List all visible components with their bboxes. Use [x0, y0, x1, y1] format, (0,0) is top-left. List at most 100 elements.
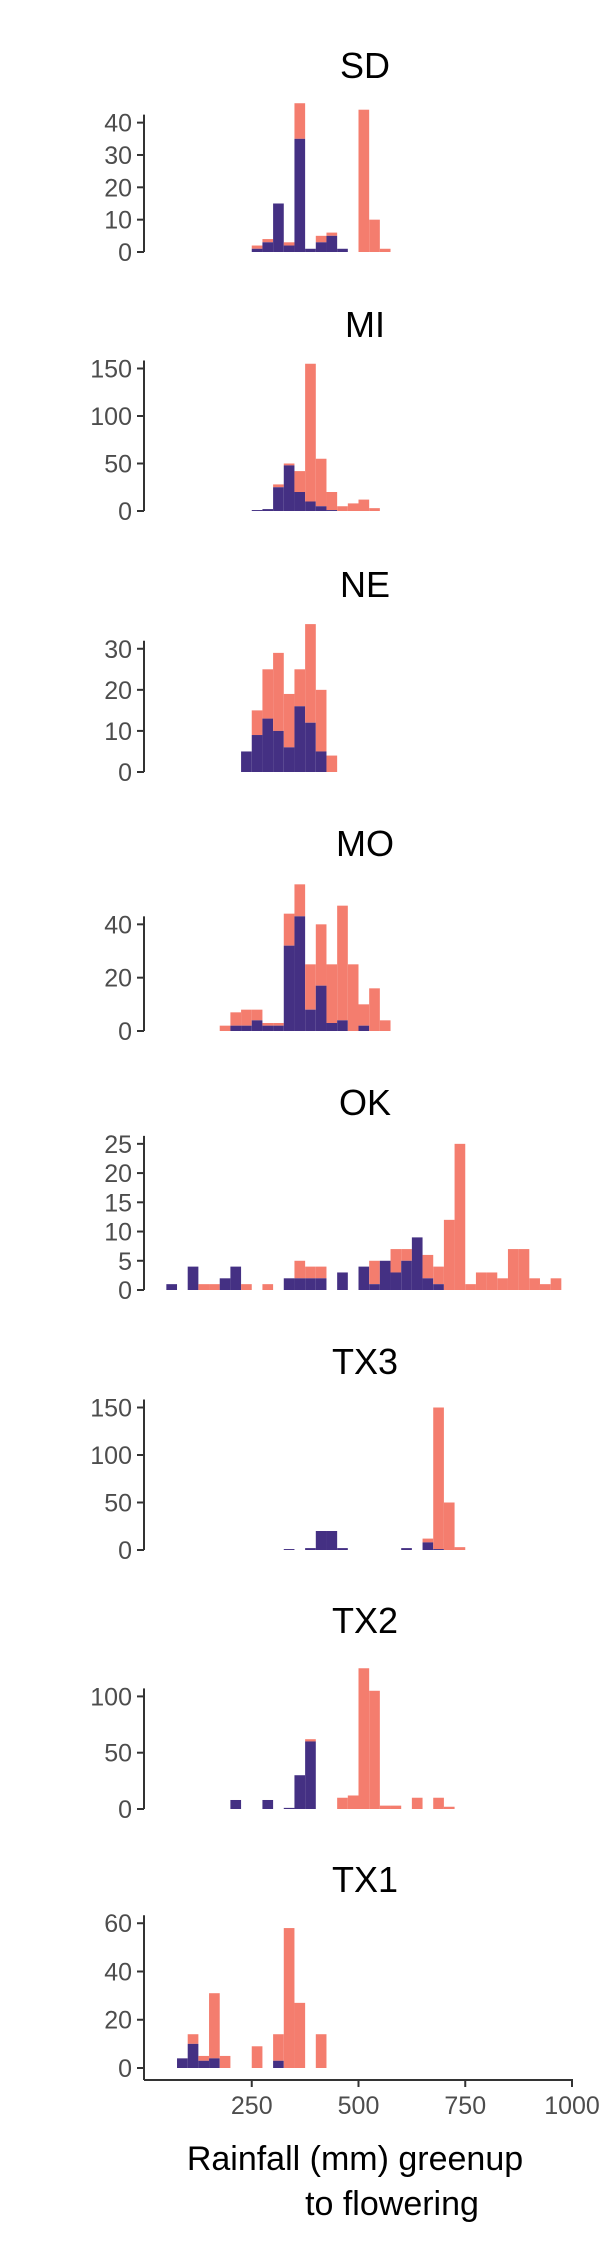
bar-series2 — [294, 669, 306, 707]
bar-series1 — [262, 242, 274, 252]
bar-series2 — [433, 1407, 444, 1550]
y-tick-label: 20 — [104, 2007, 132, 2035]
bar-series1 — [273, 203, 284, 252]
bar-series2 — [443, 1502, 455, 1550]
y-tick-label: 50 — [104, 1490, 132, 1518]
y-tick-label: 50 — [104, 451, 132, 479]
bar-series1 — [305, 248, 316, 252]
y-tick-label: 50 — [104, 1740, 132, 1768]
bar-series1 — [262, 509, 274, 511]
bar-series2 — [283, 463, 295, 466]
bar-series2 — [337, 506, 348, 511]
bar-series1 — [251, 248, 263, 252]
x-axis: 250 500 750 1000 — [143, 2066, 600, 2120]
y-tick-label: 20 — [104, 677, 132, 705]
y-tick-label: 100 — [90, 1683, 132, 1711]
bar-series1 — [337, 1548, 348, 1550]
bar-series2 — [294, 103, 306, 139]
bar-series2 — [411, 1797, 423, 1809]
bar-series1 — [390, 1272, 402, 1290]
facet-panel-tx3: TX3 0 50 100 150 — [90, 1341, 466, 1565]
bar-series2 — [187, 2034, 199, 2044]
bar-series2 — [379, 1020, 391, 1031]
bar-series2 — [369, 1260, 380, 1285]
bar-series2 — [358, 1668, 370, 1809]
y-tick-label: 0 — [118, 239, 132, 267]
y-tick-label: 30 — [104, 636, 132, 664]
y-tick-label: 0 — [118, 1277, 132, 1305]
bar-series2 — [198, 2055, 210, 2061]
bar-series1 — [187, 2043, 199, 2068]
bar-series2 — [465, 1284, 476, 1290]
bar-series2 — [379, 248, 391, 252]
bar-series1 — [315, 985, 327, 1031]
bar-series2 — [209, 1993, 220, 2059]
bar-series2 — [422, 1538, 434, 1543]
bar-series1 — [337, 1272, 348, 1290]
bar-series2 — [262, 669, 274, 719]
panel-title: OK — [339, 1082, 391, 1123]
x-tick-label: 500 — [338, 2092, 380, 2120]
y-tick-label: 0 — [118, 2055, 132, 2083]
facet-panel-ne: NE 0 10 20 30 — [104, 564, 390, 787]
bar-series2 — [219, 2055, 231, 2068]
bar-series1 — [273, 487, 284, 511]
bar-series2 — [507, 1249, 519, 1290]
bar-series2 — [241, 1284, 252, 1290]
x-axis-title-line2: to flowering — [305, 2185, 479, 2223]
bar-series1 — [283, 1278, 295, 1290]
bar-series1 — [422, 1542, 434, 1550]
bar-series1 — [305, 722, 316, 772]
bar-series1 — [283, 747, 295, 772]
bar-series2 — [283, 242, 295, 246]
bar-series2 — [433, 1266, 444, 1285]
bar-series1 — [283, 945, 295, 1031]
bar-series1 — [433, 1549, 444, 1550]
y-tick-label: 20 — [104, 965, 132, 993]
bar-series1 — [251, 735, 263, 772]
bar-series1 — [219, 1278, 231, 1290]
bar-series2 — [326, 755, 338, 772]
bar-series2 — [273, 652, 284, 731]
facet-panel-mi: MI 0 50 100 150 — [90, 304, 385, 526]
bar-series1 — [262, 718, 274, 772]
bar-series1 — [294, 138, 306, 252]
y-tick-label: 20 — [104, 1160, 132, 1188]
bar-series1 — [358, 1266, 370, 1290]
bar-series1 — [337, 248, 348, 252]
panels-group: SD010203040MI050100150NE0102030MO02040OK… — [90, 45, 562, 2083]
bar-series2 — [251, 1009, 263, 1021]
bar-series1 — [273, 2060, 284, 2068]
bar-series2 — [369, 508, 380, 511]
y-tick-label: 25 — [104, 1131, 132, 1159]
bar-series2 — [550, 1278, 562, 1290]
y-tick-label: 100 — [90, 1442, 132, 1470]
bar-series2 — [486, 1272, 498, 1290]
bar-series2 — [305, 1739, 316, 1742]
bar-series2 — [305, 964, 316, 1010]
bar-series2 — [283, 693, 295, 748]
bar-series1 — [166, 1284, 178, 1290]
x-tick-label: 250 — [231, 2092, 273, 2120]
y-tick-label: 100 — [90, 403, 132, 431]
bar-series2 — [347, 503, 359, 511]
facet-panel-tx2: TX2 0 50 100 — [90, 1600, 455, 1824]
x-axis-title-line1: Rainfall (mm) greenup — [187, 2140, 523, 2178]
bar-series1 — [326, 1023, 338, 1031]
bar-series2 — [315, 924, 327, 986]
panel-title: TX2 — [332, 1600, 398, 1641]
y-tick-label: 0 — [118, 1018, 132, 1046]
bar-series2 — [305, 624, 316, 723]
bar-series1 — [315, 1278, 327, 1290]
panel-title: NE — [340, 564, 390, 605]
bar-series2 — [294, 2002, 306, 2068]
bar-series1 — [326, 1531, 338, 1550]
bar-series1 — [294, 706, 306, 772]
bar-series1 — [358, 1025, 370, 1031]
panel-title: MI — [345, 304, 385, 345]
bar-series2 — [347, 1795, 359, 1809]
bar-series2 — [326, 232, 338, 236]
facet-panel-tx1: TX1 0 20 40 60 — [104, 1859, 398, 2083]
